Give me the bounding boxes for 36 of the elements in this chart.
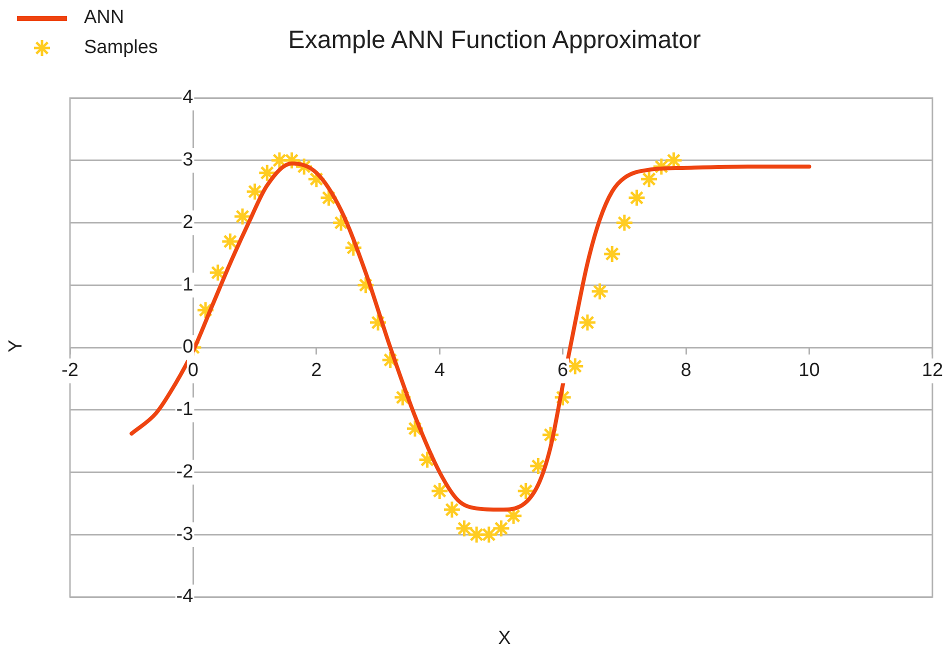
point (492, 519, 510, 538)
point (455, 519, 474, 538)
chart-title: Example ANN Function Approximator (288, 26, 701, 54)
y-tick-label: -2 (176, 461, 194, 482)
x-tick-label: 10 (798, 360, 820, 382)
point (220, 232, 240, 251)
y-tick-label: 3 (182, 150, 194, 171)
y-tick-label: 0 (182, 336, 194, 358)
x-axis-title: X (497, 628, 512, 650)
point (258, 164, 276, 182)
point (627, 188, 646, 208)
y-tick-label: -1 (176, 399, 194, 420)
point (430, 482, 449, 500)
y-tick-label: 4 (182, 87, 194, 108)
point (615, 214, 634, 232)
x-tick-label: 8 (680, 360, 692, 382)
x-tick-label: -2 (62, 360, 78, 382)
point (578, 313, 597, 332)
x-tick-label: 2 (311, 360, 322, 382)
x-tick-label: 6 (558, 360, 568, 382)
point (640, 170, 658, 188)
point (233, 207, 252, 226)
y-tick-label: -3 (176, 524, 194, 545)
y-axis-title: Y (5, 340, 28, 352)
point (516, 482, 536, 500)
point (590, 282, 610, 301)
point (480, 525, 498, 544)
y-tick-label: 2 (182, 212, 194, 233)
x-tick-label: 12 (922, 360, 944, 382)
point (602, 244, 622, 264)
y-tick-label: 1 (182, 274, 194, 296)
y-tick-label: -4 (176, 586, 194, 608)
x-tick-label: 4 (434, 360, 446, 382)
legend-label: ANN (84, 7, 124, 29)
legend-label: Samples (84, 37, 158, 59)
point (442, 500, 462, 519)
